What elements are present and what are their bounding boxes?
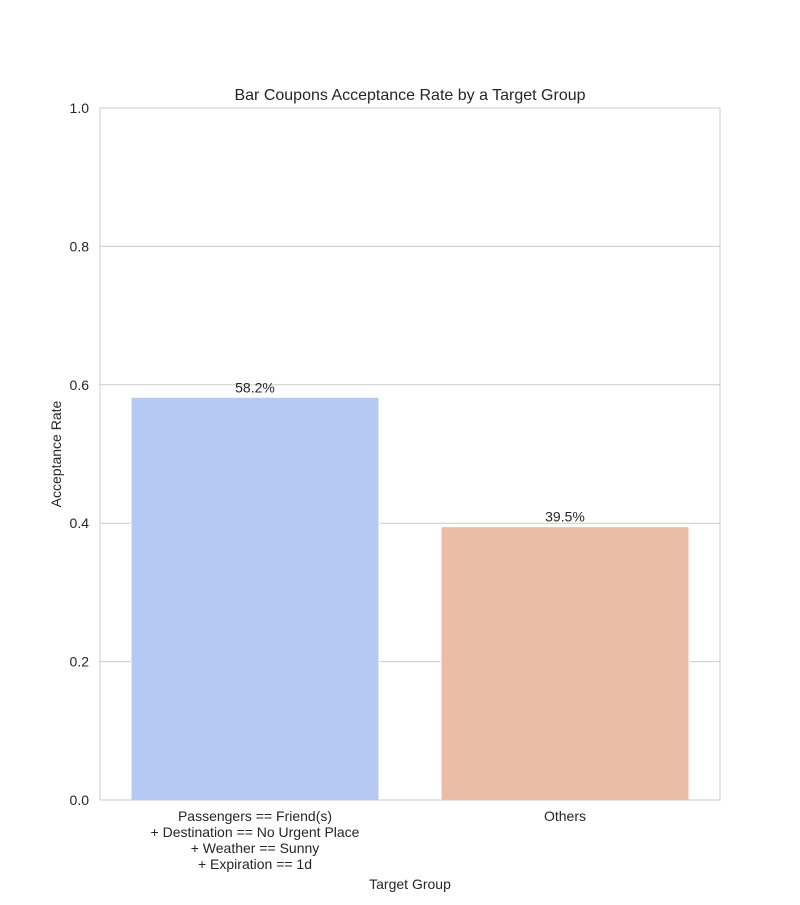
x-tick-label: Passengers == Friend(s) + Destination == … [151,808,360,872]
bar-value-labels: 58.2% 39.5% [235,379,585,524]
bar [440,526,690,801]
x-tick-labels: Passengers == Friend(s) + Destination == … [151,808,586,872]
y-tick-label: 0.8 [70,238,90,254]
plot-frame [99,107,721,801]
y-axis-label: Acceptance Rate [48,400,64,507]
bar [130,396,380,801]
y-tick-labels: 0.0 0.2 0.4 0.6 0.8 1.0 [70,100,90,808]
bar-value-label: 58.2% [235,379,275,395]
x-tick-label-line: Passengers == Friend(s) [178,808,332,824]
y-tick-label: 0.4 [70,515,90,531]
x-tick-label: Others [544,808,586,824]
bar-value-label: 39.5% [545,509,585,525]
y-tick-label: 0.6 [70,377,90,393]
x-axis-label: Target Group [369,876,451,892]
bars [130,396,690,801]
x-tick-label-line: + Expiration == 1d [198,856,312,872]
y-tick-label: 0.2 [70,654,90,670]
x-tick-label-line: + Destination == No Urgent Place [151,824,360,840]
x-tick-label-line: + Weather == Sunny [191,840,320,856]
chart-title: Bar Coupons Acceptance Rate by a Target … [234,87,585,104]
y-tick-label: 0.0 [70,792,90,808]
x-tick-label-line: Others [544,808,586,824]
y-tick-label: 1.0 [70,100,90,116]
